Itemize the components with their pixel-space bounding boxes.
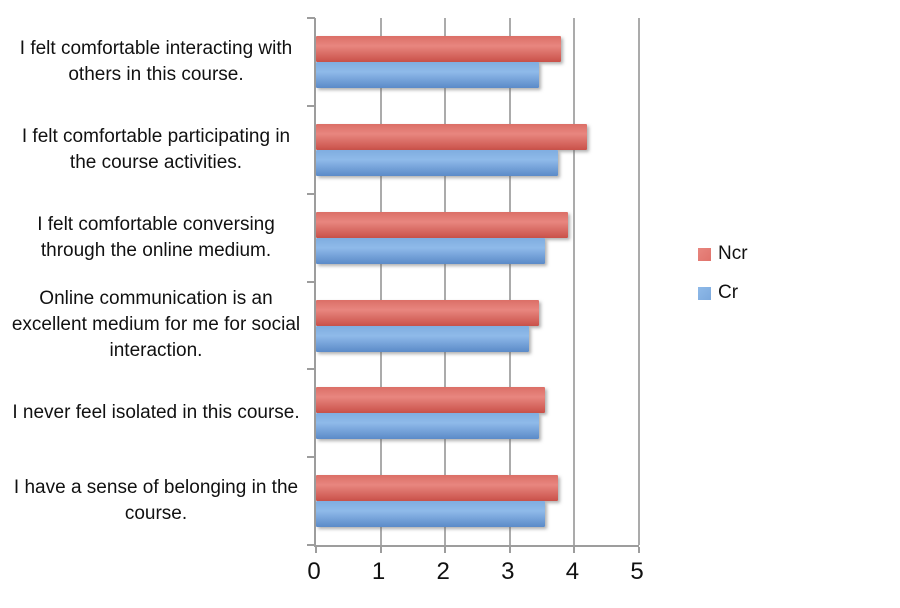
bar-ncr-4 bbox=[316, 387, 546, 414]
bar-cr-3 bbox=[316, 325, 530, 352]
bar-group-3 bbox=[316, 282, 639, 370]
bar-group-1 bbox=[316, 106, 639, 194]
gridline-x-4 bbox=[573, 18, 576, 545]
y-axis-tick bbox=[307, 17, 315, 19]
legend-item-ncr: Ncr bbox=[698, 243, 748, 265]
bar-cr-1 bbox=[316, 149, 559, 176]
bar-ncr-5 bbox=[316, 475, 559, 502]
bar-cr-2 bbox=[316, 237, 546, 264]
gridline-x-1 bbox=[379, 18, 382, 545]
y-axis-tick bbox=[307, 544, 315, 546]
bar-ncr-1 bbox=[316, 123, 588, 150]
legend-label: Cr bbox=[718, 282, 739, 303]
category-label-2: I felt comfortable conversing through th… bbox=[37, 213, 275, 261]
category-label-3: Online communication is an excellent med… bbox=[11, 288, 301, 362]
x-axis-tick-labels: 0 1 2 3 4 5 bbox=[307, 558, 643, 588]
bar-group-4 bbox=[316, 369, 639, 457]
x-axis-tick-label: 5 bbox=[630, 558, 644, 585]
category-label-5: I have a sense of belonging in the cours… bbox=[13, 477, 299, 525]
x-axis-tick-label: 2 bbox=[436, 558, 450, 585]
bar-ncr-0 bbox=[316, 36, 562, 62]
category-label-0: I felt comfortable interacting with othe… bbox=[19, 37, 293, 85]
legend-swatch-icon bbox=[698, 286, 711, 300]
y-axis-tick bbox=[307, 368, 315, 371]
x-axis-tick bbox=[638, 547, 640, 553]
x-axis-tick-label: 4 bbox=[565, 558, 580, 585]
bar-ncr-3 bbox=[316, 299, 539, 326]
bar-group-2 bbox=[316, 194, 639, 282]
bar-cr-0 bbox=[316, 62, 539, 88]
legend-swatch-icon bbox=[698, 247, 711, 261]
category-label-1: I felt comfortable participating in the … bbox=[21, 125, 291, 173]
y-axis-category-labels: I felt comfortable interacting with othe… bbox=[8, 18, 304, 545]
x-axis-tick bbox=[573, 547, 576, 553]
x-axis-tick bbox=[315, 547, 317, 553]
y-axis-tick bbox=[307, 104, 315, 107]
bar-group-5 bbox=[316, 457, 639, 545]
plot-area bbox=[307, 17, 640, 553]
x-axis-tick bbox=[444, 547, 447, 553]
gridline-x-5 bbox=[638, 18, 640, 545]
gridline-x-2 bbox=[444, 18, 447, 545]
x-axis-tick-label: 3 bbox=[501, 558, 515, 585]
x-axis-tick bbox=[508, 547, 511, 553]
legend: Ncr Cr bbox=[698, 243, 748, 321]
bar-cr-4 bbox=[316, 413, 539, 440]
bar-cr-5 bbox=[316, 501, 546, 528]
y-axis-tick bbox=[307, 192, 315, 195]
legend-item-cr: Cr bbox=[698, 282, 748, 304]
y-axis-tick bbox=[307, 280, 315, 283]
legend-label: Ncr bbox=[718, 243, 748, 264]
bar-group-0 bbox=[316, 18, 639, 106]
x-axis-tick bbox=[379, 547, 382, 553]
x-axis-tick-label: 0 bbox=[307, 558, 321, 585]
bar-ncr-2 bbox=[316, 211, 568, 238]
x-axis-tick-label: 1 bbox=[371, 558, 386, 585]
gridline-x-3 bbox=[508, 18, 511, 545]
y-axis-tick bbox=[307, 456, 315, 459]
category-label-4: I never feel isolated in this course. bbox=[12, 402, 300, 424]
